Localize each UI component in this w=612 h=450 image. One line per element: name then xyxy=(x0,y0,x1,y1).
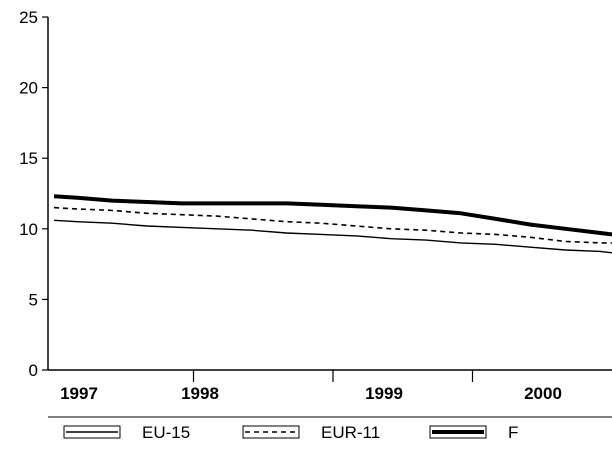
legend-label: F xyxy=(508,423,518,442)
legend-item-f: F xyxy=(429,423,518,442)
x-axis: 1997 1998 1999 2000 xyxy=(48,369,612,403)
y-tick-label: 15 xyxy=(19,149,38,168)
legend: EU-15 EUR-11 F xyxy=(63,423,518,442)
legend-swatch-box xyxy=(63,425,121,439)
series-layer xyxy=(53,194,612,254)
x-tick-group: 1997 1998 1999 2000 xyxy=(60,370,562,403)
y-axis: 0 5 10 15 20 25 xyxy=(19,8,49,380)
y-tick-label: 10 xyxy=(19,220,38,239)
y-tick-label: 20 xyxy=(19,79,38,98)
legend-item-eu-15: EU-15 xyxy=(63,423,190,442)
y-tick-label: 25 xyxy=(19,8,38,27)
legend-label: EUR-11 xyxy=(321,423,380,442)
legend-label: EU-15 xyxy=(142,423,190,442)
y-tick-label: 0 xyxy=(29,361,38,380)
y-tick-label: 5 xyxy=(29,290,38,309)
y-tick-group: 0 5 10 15 20 25 xyxy=(19,8,48,380)
x-category-label: 1998 xyxy=(181,384,219,403)
series-line-eu-15 xyxy=(53,219,612,254)
series-line-f xyxy=(53,194,612,237)
x-category-label: 1997 xyxy=(60,384,98,403)
legend-swatch-box xyxy=(242,425,300,439)
legend-swatch-box xyxy=(429,425,487,439)
legend-item-eur-11: EUR-11 xyxy=(242,423,380,442)
x-category-label: 2000 xyxy=(524,384,562,403)
x-category-label: 1999 xyxy=(365,384,403,403)
